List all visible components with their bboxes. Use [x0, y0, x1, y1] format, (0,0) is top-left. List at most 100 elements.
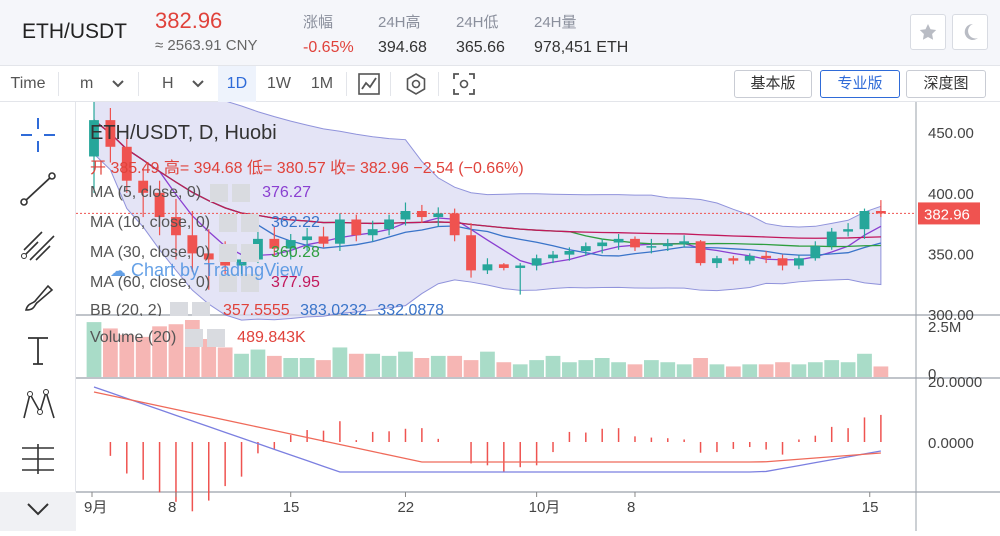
crosshair-icon	[21, 118, 55, 152]
volume-bar	[758, 364, 774, 377]
candle-body	[351, 219, 362, 236]
volume-bar	[86, 322, 102, 377]
settings-icon[interactable]	[218, 244, 237, 262]
ma60-legend[interactable]: MA (60, close, 0) 377.95	[90, 274, 320, 292]
ma10-legend[interactable]: MA (10, close, 0) 362.22	[90, 214, 320, 232]
close-icon[interactable]	[240, 274, 259, 292]
volume-bar	[578, 360, 594, 377]
price-chart-svg[interactable]: 450.00 400.00 350.00 300.00 382.96 2.5M 020.00…	[70, 85, 1000, 531]
volume-bar	[775, 362, 790, 377]
stat-value: 365.66	[456, 39, 505, 56]
settings-icon[interactable]	[184, 329, 203, 347]
settings-icon[interactable]	[209, 184, 228, 202]
close-icon[interactable]	[231, 184, 250, 202]
crosshair-tool[interactable]	[14, 112, 62, 158]
volume-bar	[742, 364, 758, 377]
volume-bar	[693, 358, 708, 377]
candle-body	[89, 120, 99, 157]
close-icon[interactable]	[192, 302, 211, 316]
star-icon	[919, 24, 937, 40]
chart-symbol-title[interactable]: ETH/USDT, D, Huobi	[90, 122, 277, 144]
volume-bar	[627, 364, 643, 377]
candle-body	[449, 213, 460, 236]
stat-label: 涨幅	[303, 14, 334, 31]
stat-change: 涨幅 -0.65%	[303, 11, 354, 57]
candle-body	[679, 241, 690, 244]
pitchfork-tool[interactable]	[14, 220, 62, 266]
x-tick-label: 15	[862, 499, 879, 516]
favorite-button[interactable]	[910, 14, 946, 50]
chevron-down-icon	[112, 80, 124, 88]
drawing-toolbar	[0, 102, 76, 531]
time-button[interactable]: Time	[10, 75, 46, 92]
volume-bar	[381, 355, 397, 377]
chevron-down-icon	[192, 80, 204, 88]
ohlc-readout: 开 385.49 高= 394.68 低= 380.57 收= 382.96 −…	[90, 160, 524, 177]
volume-bar	[676, 364, 692, 377]
hexagon-settings-icon	[406, 73, 426, 95]
settings-icon[interactable]	[170, 302, 189, 316]
volume-legend[interactable]: Volume (20) 489.843K	[90, 329, 306, 347]
tradingview-watermark: ☁ Chart by TradingView	[110, 260, 303, 281]
candle-body	[646, 246, 657, 248]
interval-1m[interactable]: 1M	[310, 75, 334, 92]
chart-area[interactable]: 450.00 400.00 350.00 300.00 382.96 2.5M 0 20.00…	[70, 85, 1000, 536]
theme-toggle-button[interactable]	[952, 14, 988, 50]
chart-toolbar: Time m H 1D 1W 1M 基本版 专业版 深度图	[0, 66, 1000, 102]
candle-body	[203, 253, 214, 260]
pitchfork-icon	[21, 231, 55, 261]
candle-body	[761, 255, 772, 259]
candle-body	[466, 235, 476, 271]
close-icon[interactable]	[240, 214, 259, 232]
settings-icon[interactable]	[218, 274, 237, 292]
minute-interval-dropdown[interactable]: m	[62, 66, 134, 102]
candle-body	[105, 120, 116, 147]
pattern-tool[interactable]	[14, 382, 62, 428]
settings-icon[interactable]	[218, 214, 237, 232]
candle-body	[859, 211, 870, 230]
ma30-legend[interactable]: MA (30, close, 0) 360.28	[90, 244, 320, 262]
interval-1d[interactable]: 1D	[218, 66, 256, 102]
divider	[58, 72, 59, 96]
close-icon[interactable]	[240, 244, 259, 262]
candle-body	[597, 242, 608, 247]
close-icon[interactable]	[206, 329, 225, 347]
volume-bar	[217, 347, 233, 377]
hour-label: H	[162, 75, 174, 92]
volume-bar	[644, 360, 659, 377]
volume-bar	[119, 334, 135, 377]
ma60-value: 377.95	[270, 274, 320, 292]
volume-bar	[299, 358, 315, 377]
bb-legend[interactable]: BB (20, 2) 357.5555 383.0232 332.0878	[90, 302, 444, 316]
volume-bar	[332, 347, 348, 377]
last-price: 382.96	[155, 8, 223, 33]
basic-view-button[interactable]: 基本版	[734, 70, 812, 98]
macd-tick-label: 20.0000	[928, 374, 982, 391]
last-price-badge	[918, 202, 980, 225]
measure-tool[interactable]	[14, 436, 62, 482]
text-tool[interactable]	[14, 328, 62, 374]
indicators-button[interactable]	[398, 66, 434, 102]
depth-chart-button[interactable]: 深度图	[906, 70, 986, 98]
chart-type-button[interactable]	[352, 66, 386, 102]
stat-volume: 24H量 978,451 ETH	[534, 11, 628, 57]
hour-interval-dropdown[interactable]: H	[142, 66, 214, 102]
candle-body	[843, 229, 854, 232]
candle-body	[367, 229, 378, 236]
candle-body	[728, 258, 739, 261]
cny-price: ≈ 2563.91 CNY	[155, 37, 258, 54]
screenshot-button[interactable]	[446, 66, 482, 102]
trend-line-tool[interactable]	[14, 166, 62, 212]
stat-value: -0.65%	[303, 39, 354, 56]
interval-1w[interactable]: 1W	[267, 75, 291, 92]
pro-view-button[interactable]: 专业版	[820, 70, 900, 98]
brush-tool[interactable]	[14, 274, 62, 320]
ma5-legend[interactable]: MA (5, close, 0) 376.27	[90, 184, 311, 202]
candle-body	[630, 238, 640, 248]
more-tools-button[interactable]	[0, 492, 76, 531]
candle-body	[531, 258, 542, 266]
volume-bar	[168, 324, 184, 377]
x-tick-label: 9月	[84, 499, 107, 516]
volume-bar	[316, 360, 331, 377]
x-tick-label: 10月	[529, 499, 561, 516]
